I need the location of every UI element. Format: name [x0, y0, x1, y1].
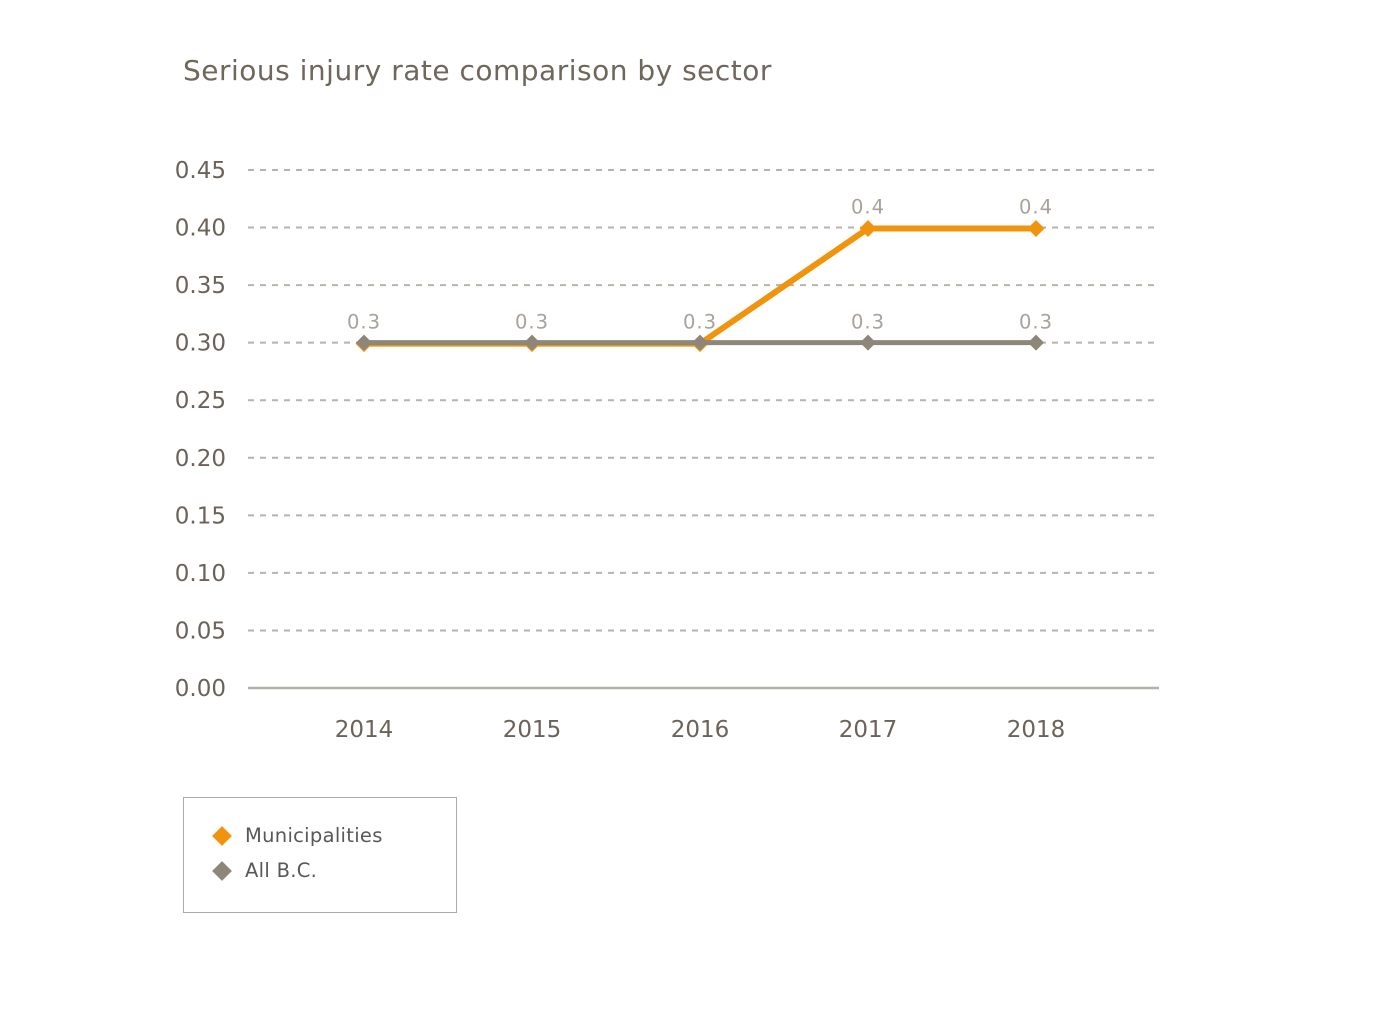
x-axis-tick-label-2018: 2018	[1007, 717, 1066, 743]
chart-title: Serious injury rate comparison by sector	[183, 54, 772, 87]
y-axis-tick-label: 0.05	[175, 618, 226, 644]
data-label-all-b-c-2018: 0.3	[1019, 311, 1053, 334]
x-axis-tick-label-2016: 2016	[671, 717, 730, 743]
x-axis-tick-label-2017: 2017	[839, 717, 898, 743]
municipalities-diamond-marker-icon	[212, 825, 232, 846]
data-label-all-b-c-2015: 0.3	[515, 311, 549, 334]
y-axis-tick-label: 0.35	[175, 273, 226, 299]
series-marker-all-b-c-2018	[1028, 334, 1044, 351]
y-axis-tick-label: 0.40	[175, 216, 226, 242]
series-marker-all-b-c-2015	[524, 334, 540, 351]
series-marker-all-b-c-2017	[860, 334, 876, 351]
y-axis-tick-label: 0.00	[175, 676, 226, 702]
legend-item-all-bc: All B.C.	[212, 853, 456, 888]
x-axis-tick-label-2014: 2014	[335, 717, 394, 743]
data-label-municipalities-2017: 0.4	[851, 196, 885, 219]
x-axis-tick-label-2015: 2015	[503, 717, 562, 743]
data-label-municipalities-2018: 0.4	[1019, 196, 1053, 219]
y-axis-tick-label: 0.10	[175, 561, 226, 587]
data-label-all-b-c-2017: 0.3	[851, 311, 885, 334]
series-marker-all-b-c-2014	[356, 334, 372, 351]
y-axis-tick-label: 0.30	[175, 331, 226, 357]
y-axis-tick-label: 0.25	[175, 388, 226, 414]
data-label-all-b-c-2014: 0.3	[347, 311, 381, 334]
y-axis-tick-label: 0.15	[175, 503, 226, 529]
y-axis-tick-label: 0.45	[175, 158, 226, 184]
chart-legend: Municipalities All B.C.	[183, 797, 457, 913]
series-marker-municipalities-2017	[859, 220, 877, 238]
all-bc-diamond-marker-icon	[212, 860, 232, 881]
legend-label-all-bc: All B.C.	[245, 859, 318, 882]
data-label-all-b-c-2016: 0.3	[683, 311, 717, 334]
legend-item-municipalities: Municipalities	[212, 818, 456, 853]
series-marker-all-b-c-2016	[692, 334, 708, 351]
y-axis-tick-label: 0.20	[175, 446, 226, 472]
legend-label-municipalities: Municipalities	[245, 824, 383, 847]
series-marker-municipalities-2018	[1027, 220, 1045, 238]
